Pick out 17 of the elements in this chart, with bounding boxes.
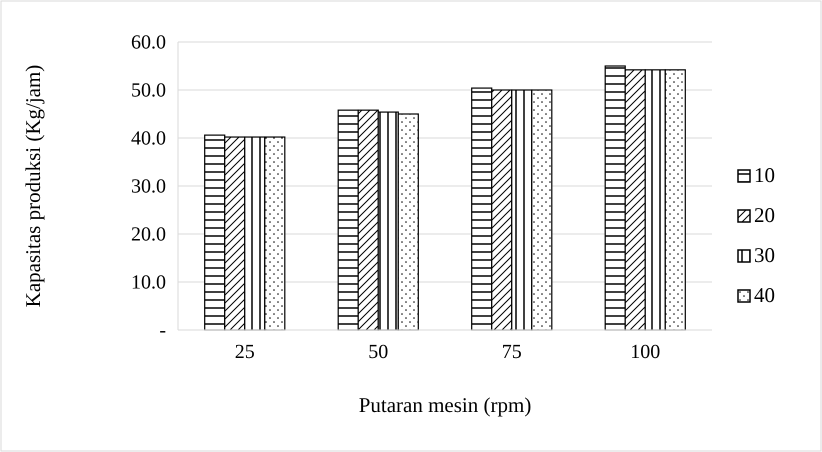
y-tick-label: 30.0 bbox=[131, 175, 166, 198]
x-tick-label: 50 bbox=[368, 341, 388, 364]
legend-label: 40 bbox=[754, 283, 775, 307]
legend-label: 20 bbox=[754, 203, 775, 227]
x-axis-title: Putaran mesin (rpm) bbox=[358, 393, 532, 417]
legend-label: 10 bbox=[754, 163, 775, 187]
y-tick-label: 40.0 bbox=[131, 127, 166, 150]
x-tick-label: 75 bbox=[502, 341, 522, 364]
x-tick-label: 25 bbox=[234, 341, 255, 364]
y-tick-label: 10.0 bbox=[131, 271, 166, 294]
legend-label: 30 bbox=[754, 243, 775, 267]
y-tick-label: 60.0 bbox=[131, 31, 166, 54]
y-tick-label: 50.0 bbox=[131, 79, 166, 102]
y-tick-label: - bbox=[159, 319, 166, 342]
y-tick-label: 20.0 bbox=[131, 223, 166, 246]
x-tick-label: 100 bbox=[630, 341, 660, 364]
y-axis-title: Kapasitas produksi (Kg/jam) bbox=[21, 64, 45, 308]
